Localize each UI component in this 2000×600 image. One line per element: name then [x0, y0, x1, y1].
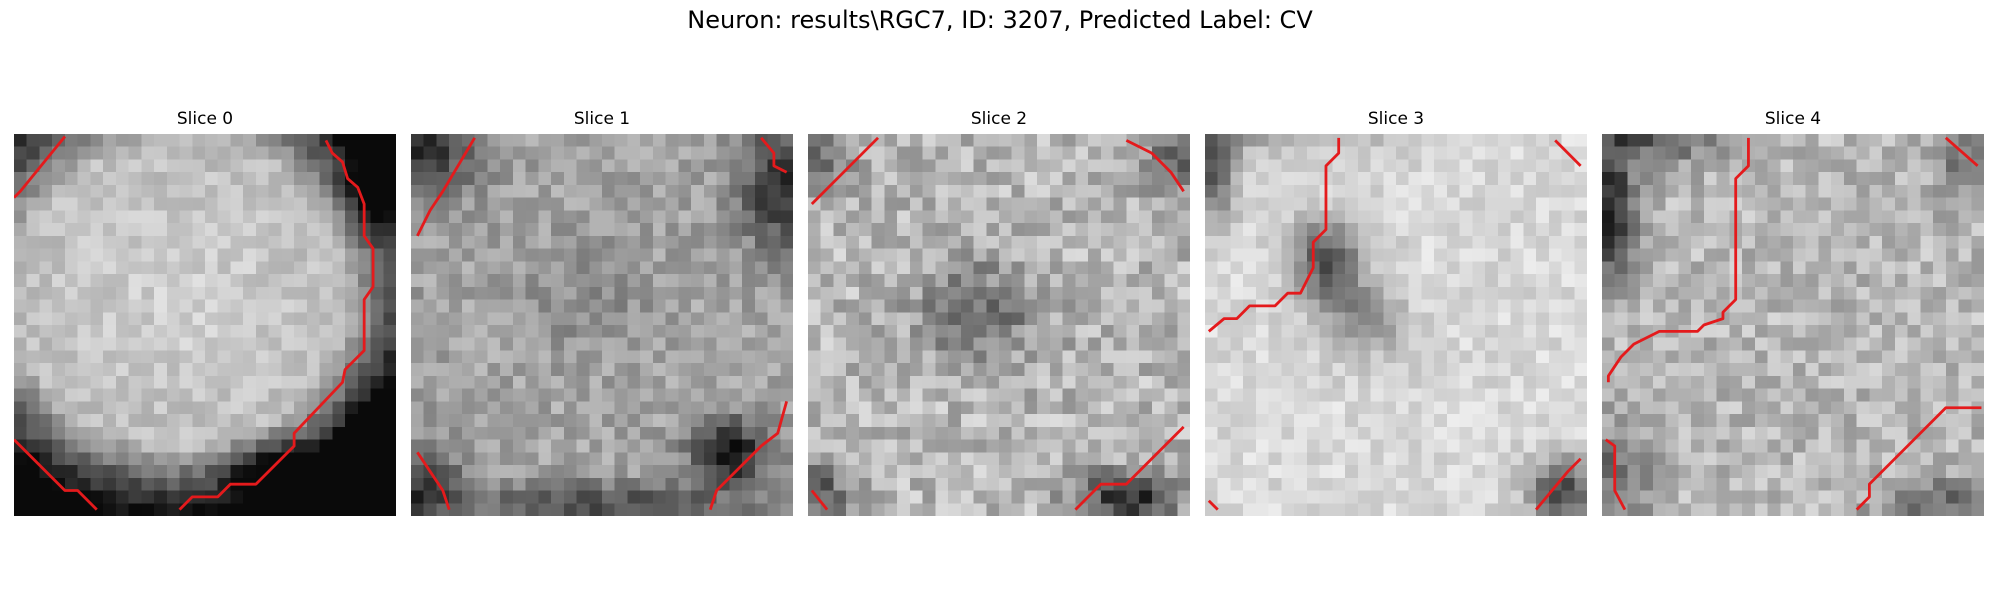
contour-line [760, 136, 788, 174]
slice-image [14, 134, 396, 516]
contour-line [1534, 457, 1582, 511]
slice-title: Slice 3 [1367, 109, 1425, 129]
slice-title: Slice 1 [573, 109, 631, 129]
slice-panel-1: Slice 1 [411, 108, 793, 516]
contour-line [1855, 406, 1982, 511]
slice-title: Slice 0 [176, 109, 234, 129]
contour-line [1605, 438, 1627, 511]
contour-line [14, 438, 98, 511]
contour-line [1606, 137, 1750, 383]
contour-line [416, 451, 451, 511]
contour-line [810, 489, 829, 511]
slice-title: Slice 4 [1764, 109, 1822, 129]
contour-line [14, 135, 67, 199]
contour-line [178, 139, 375, 511]
contour-line [1125, 139, 1185, 193]
slice-panel-0: Slice 0 [14, 108, 396, 516]
slice-image [1602, 134, 1984, 516]
slice-image [808, 134, 1190, 516]
figure-title: Neuron: results\RGC7, ID: 3207, Predicte… [687, 6, 1313, 34]
slice-title: Slice 2 [970, 109, 1028, 129]
contour-line [1944, 136, 1979, 167]
slice-image [411, 134, 793, 516]
contour-line [810, 136, 880, 206]
slice-panel-4: Slice 4 [1602, 108, 1984, 516]
image-pixels [411, 134, 793, 516]
image-pixels [1602, 134, 1984, 516]
contour-line [1207, 499, 1219, 511]
image-pixels [1205, 134, 1587, 516]
contour-line [416, 137, 476, 237]
slice-image [1205, 134, 1587, 516]
contour-line [1207, 137, 1341, 333]
contour-line [1554, 139, 1582, 167]
contour-line [708, 401, 788, 511]
contour-line [1074, 425, 1185, 511]
slice-panel-3: Slice 3 [1205, 108, 1587, 516]
slice-panel-2: Slice 2 [808, 108, 1190, 516]
image-pixels [808, 134, 1190, 516]
image-pixels [14, 134, 396, 516]
